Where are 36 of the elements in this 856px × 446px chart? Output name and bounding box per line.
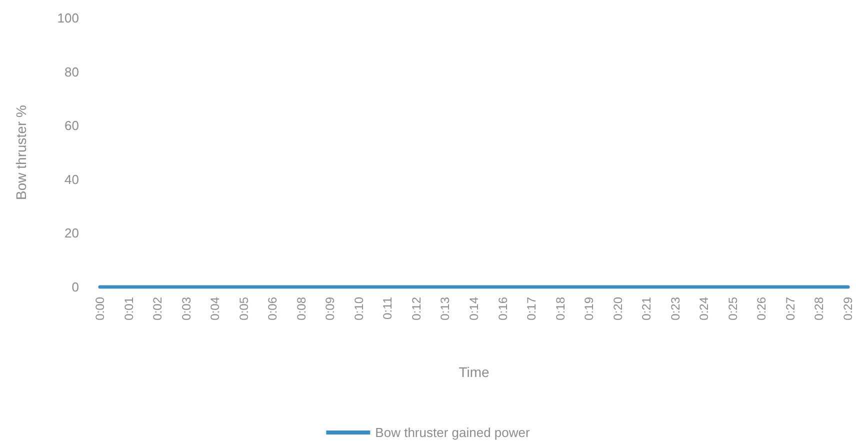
x-tick-label: 0:20	[610, 296, 625, 320]
x-tick-label: 0:16	[496, 296, 510, 320]
x-tick-label: 0:13	[438, 296, 452, 320]
x-tick-label: 0:11	[380, 296, 395, 320]
x-tick-label: 0:02	[150, 296, 165, 320]
x-tick-label: 0:01	[122, 296, 136, 320]
x-tick-label: 0:23	[668, 296, 682, 320]
x-tick-label: 0:09	[323, 296, 338, 320]
legend-label: Bow thruster gained power	[375, 425, 530, 440]
y-tick-label: 80	[64, 64, 79, 80]
x-tick-label: 0:25	[726, 296, 740, 320]
x-tick-label: 0:06	[266, 296, 280, 320]
x-tick-label: 0:10	[352, 296, 366, 320]
x-tick-label: 0:21	[640, 296, 654, 320]
x-tick-label: 0:19	[582, 296, 596, 320]
y-tick-label: 0	[72, 280, 79, 294]
x-tick-label: 0:24	[697, 296, 712, 320]
y-axis-title: Bow thruster %	[13, 105, 29, 200]
x-tick-label: 0:14	[467, 296, 481, 320]
x-tick-label: 0:03	[179, 296, 194, 320]
y-tick-label: 20	[64, 226, 79, 241]
x-tick-label: 0:18	[553, 296, 568, 320]
x-tick-label: 0:28	[812, 296, 826, 320]
x-tick-label: 0:26	[754, 296, 769, 320]
y-tick-label: 100	[57, 10, 79, 26]
x-tick-label: 0:00	[93, 296, 107, 320]
y-tick-label: 60	[64, 118, 79, 134]
x-tick-label: 0:17	[524, 296, 539, 320]
x-tick-label: 0:27	[783, 296, 798, 320]
x-tick-label: 0:05	[236, 296, 251, 320]
x-tick-label: 0:04	[208, 296, 222, 320]
y-tick-label: 40	[64, 172, 79, 187]
x-axis-title: Time	[458, 364, 490, 380]
x-tick-label: 0:29	[841, 296, 855, 320]
x-tick-label: 0:08	[294, 296, 308, 320]
x-tick-label: 0:12	[409, 296, 424, 320]
